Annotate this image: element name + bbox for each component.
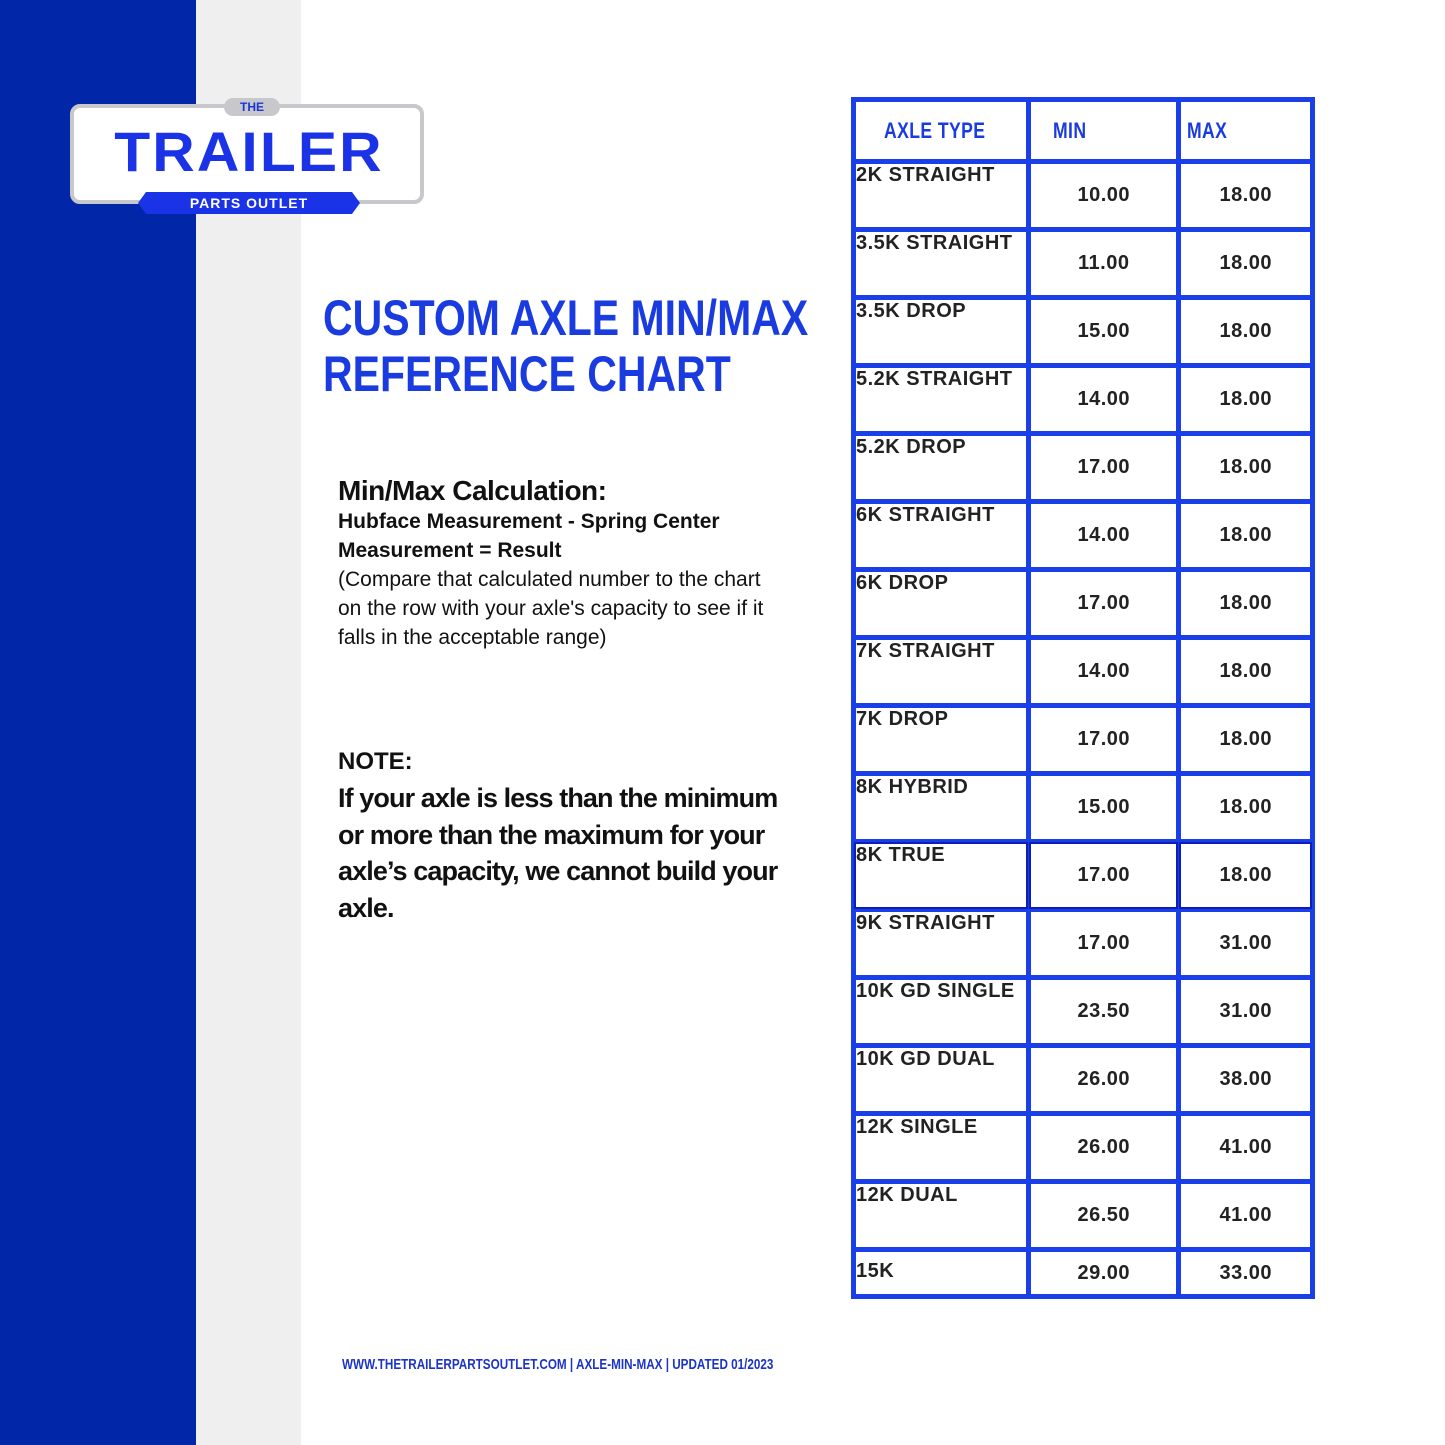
cell-max: 18.00 <box>1181 504 1310 567</box>
cell-min: 17.00 <box>1031 572 1177 635</box>
table-row: 3.5K DROP 15.00 18.00 <box>856 300 1310 363</box>
cell-max: 31.00 <box>1181 980 1310 1043</box>
table-row: 12K SINGLE 26.00 41.00 <box>856 1116 1310 1179</box>
logo-the: THE <box>224 98 280 116</box>
grey-side-band <box>196 0 301 1445</box>
cell-min: 14.00 <box>1031 504 1177 567</box>
cell-axle-type: 6K STRAIGHT <box>856 504 1026 567</box>
cell-max: 18.00 <box>1181 640 1310 703</box>
cell-max: 18.00 <box>1181 164 1310 227</box>
cell-min: 10.00 <box>1031 164 1177 227</box>
cell-min: 26.00 <box>1031 1048 1177 1111</box>
header-min: MIN <box>1031 102 1177 159</box>
cell-max: 41.00 <box>1181 1116 1310 1179</box>
axle-min-max-table: AXLE TYPE MIN MAX 2K STRAIGHT 10.00 18.00 3… <box>851 97 1315 1299</box>
cell-axle-type: 12K DUAL <box>856 1184 1026 1247</box>
brand-logo: THE TRAILER PARTS OUTLET <box>70 98 424 204</box>
blue-side-band <box>0 0 196 1445</box>
cell-axle-type: 5.2K STRAIGHT <box>856 368 1026 431</box>
cell-axle-type: 3.5K DROP <box>856 300 1026 363</box>
cell-max: 33.00 <box>1181 1252 1310 1294</box>
note-text: If your axle is less than the minimum or… <box>338 783 778 923</box>
cell-axle-type: 8K TRUE <box>854 842 1028 909</box>
cell-min: 14.00 <box>1031 640 1177 703</box>
cell-min: 29.00 <box>1031 1252 1177 1294</box>
calculation-explanation: (Compare that calculated number to the c… <box>338 568 764 649</box>
table-row: 6K STRAIGHT 14.00 18.00 <box>856 504 1310 567</box>
cell-max: 38.00 <box>1181 1048 1310 1111</box>
header-axle-type: AXLE TYPE <box>856 102 1026 159</box>
cell-max: 18.00 <box>1179 842 1312 909</box>
cell-min: 17.00 <box>1031 912 1177 975</box>
table-row: 9K STRAIGHT 17.00 31.00 <box>856 912 1310 975</box>
cell-axle-type: 10K GD SINGLE <box>856 980 1026 1043</box>
cell-max: 18.00 <box>1181 436 1310 499</box>
cell-axle-type: 3.5K STRAIGHT <box>856 232 1026 295</box>
cell-min: 15.00 <box>1031 300 1177 363</box>
cell-min: 26.00 <box>1031 1116 1177 1179</box>
table-row: 15K 29.00 33.00 <box>856 1252 1310 1294</box>
table-row: 7K STRAIGHT 14.00 18.00 <box>856 640 1310 703</box>
cell-min: 23.50 <box>1031 980 1177 1043</box>
cell-max: 31.00 <box>1181 912 1310 975</box>
table-row: 7K DROP 17.00 18.00 <box>856 708 1310 771</box>
cell-max: 41.00 <box>1181 1184 1310 1247</box>
cell-axle-type: 12K SINGLE <box>856 1116 1026 1179</box>
cell-axle-type: 10K GD DUAL <box>856 1048 1026 1111</box>
note-section: NOTE: If your axle is less than the mini… <box>338 748 798 926</box>
table-header-row: AXLE TYPE MIN MAX <box>856 102 1310 159</box>
cell-min: 15.00 <box>1031 776 1177 839</box>
cell-max: 18.00 <box>1181 300 1310 363</box>
table-row: 8K HYBRID 15.00 18.00 <box>856 776 1310 839</box>
cell-min: 14.00 <box>1031 368 1177 431</box>
header-max: MAX <box>1181 102 1310 159</box>
cell-axle-type: 8K HYBRID <box>856 776 1026 839</box>
cell-axle-type: 2K STRAIGHT <box>856 164 1026 227</box>
cell-min: 11.00 <box>1031 232 1177 295</box>
cell-axle-type: 9K STRAIGHT <box>856 912 1026 975</box>
note-heading: NOTE: <box>338 748 413 775</box>
logo-trailer: TRAILER <box>114 120 384 183</box>
cell-axle-type: 6K DROP <box>856 572 1026 635</box>
cell-max: 18.00 <box>1181 572 1310 635</box>
cell-axle-type: 15K <box>856 1252 1026 1294</box>
cell-axle-type: 5.2K DROP <box>856 436 1026 499</box>
cell-axle-type: 7K STRAIGHT <box>856 640 1026 703</box>
page-title: CUSTOM AXLE MIN/MAX REFERENCE CHART <box>323 290 808 402</box>
table-row: 2K STRAIGHT 10.00 18.00 <box>856 164 1310 227</box>
title-line-2: REFERENCE CHART <box>323 346 731 402</box>
table-row: 12K DUAL 26.50 41.00 <box>856 1184 1310 1247</box>
table-row: 8K TRUE 17.00 18.00 <box>854 842 1312 909</box>
footer-text: WWW.THETRAILERPARTSOUTLET.COM | AXLE-MIN… <box>342 1356 774 1373</box>
cell-max: 18.00 <box>1181 232 1310 295</box>
cell-max: 18.00 <box>1181 708 1310 771</box>
calculation-formula: Hubface Measurement - Spring Center Meas… <box>338 510 720 562</box>
cell-min: 17.00 <box>1028 842 1179 909</box>
cell-max: 18.00 <box>1181 776 1310 839</box>
cell-min: 17.00 <box>1031 436 1177 499</box>
table-row: 10K GD DUAL 26.00 38.00 <box>856 1048 1310 1111</box>
cell-min: 26.50 <box>1031 1184 1177 1247</box>
table-row: 6K DROP 17.00 18.00 <box>856 572 1310 635</box>
title-line-1: CUSTOM AXLE MIN/MAX <box>323 290 809 346</box>
cell-max: 18.00 <box>1181 368 1310 431</box>
calculation-heading: Min/Max Calculation: <box>338 475 607 506</box>
cell-min: 17.00 <box>1031 708 1177 771</box>
calculation-section: Min/Max Calculation: Hubface Measurement… <box>338 475 788 652</box>
cell-axle-type: 7K DROP <box>856 708 1026 771</box>
table-row: 3.5K STRAIGHT 11.00 18.00 <box>856 232 1310 295</box>
table-row: 10K GD SINGLE 23.50 31.00 <box>856 980 1310 1043</box>
table-row: 5.2K STRAIGHT 14.00 18.00 <box>856 368 1310 431</box>
table-row: 5.2K DROP 17.00 18.00 <box>856 436 1310 499</box>
logo-parts-outlet: PARTS OUTLET <box>138 192 360 214</box>
